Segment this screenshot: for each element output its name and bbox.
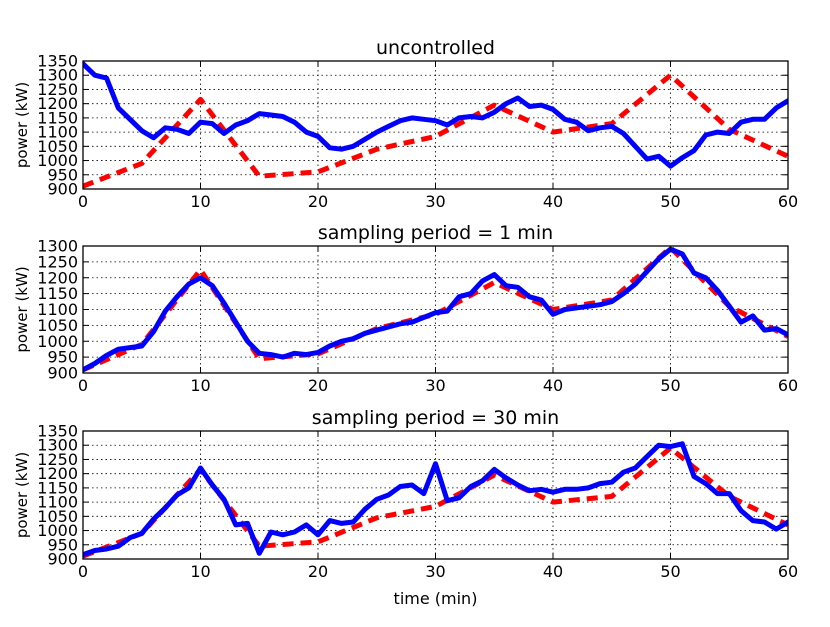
y-tick-label: 1100 bbox=[37, 123, 78, 142]
x-tick-label: 20 bbox=[308, 376, 328, 395]
y-axis-label: power (kW) bbox=[13, 82, 31, 168]
x-tick-label: 60 bbox=[778, 376, 798, 395]
x-tick-label: 0 bbox=[78, 376, 88, 395]
y-tick-label: 1200 bbox=[37, 94, 78, 113]
y-tick-label: 1200 bbox=[37, 464, 78, 483]
power-series-line bbox=[83, 61, 788, 169]
reference-series-line bbox=[83, 246, 788, 373]
chart-panel-1: 0 10 20 30 40 50 60900950100010501100115012001… bbox=[13, 37, 798, 211]
chart-title: uncontrolled bbox=[376, 37, 495, 59]
y-tick-label: 950 bbox=[47, 535, 78, 554]
y-axis-label: power (kW) bbox=[13, 266, 31, 352]
x-tick-label: 50 bbox=[660, 376, 680, 395]
y-tick-label: 950 bbox=[47, 348, 78, 367]
y-tick-label: 1050 bbox=[37, 137, 78, 156]
x-tick-label: 50 bbox=[660, 192, 680, 211]
reference-series-line bbox=[83, 72, 788, 189]
chart-panel-3: 0 10 20 30 40 50 60900950100010501100115012001… bbox=[13, 407, 798, 608]
y-tick-label: 1050 bbox=[37, 316, 78, 335]
chart-title: sampling period = 30 min bbox=[312, 407, 559, 429]
x-tick-label: 30 bbox=[425, 376, 445, 395]
x-tick-label: 40 bbox=[543, 192, 563, 211]
y-tick-label: 1250 bbox=[37, 252, 78, 271]
power-series-line bbox=[83, 441, 788, 558]
y-tick-label: 1300 bbox=[37, 436, 78, 455]
x-tick-label: 40 bbox=[543, 562, 563, 581]
y-tick-label: 1150 bbox=[37, 284, 78, 303]
x-tick-label: 10 bbox=[190, 376, 210, 395]
y-tick-label: 900 bbox=[47, 180, 78, 199]
y-tick-label: 1250 bbox=[37, 450, 78, 469]
y-tick-label: 1000 bbox=[37, 332, 78, 351]
x-tick-label: 30 bbox=[425, 562, 445, 581]
y-tick-label: 1050 bbox=[37, 507, 78, 526]
y-tick-label: 1000 bbox=[37, 151, 78, 170]
y-tick-label: 1350 bbox=[37, 52, 78, 71]
x-tick-label: 0 bbox=[78, 562, 88, 581]
x-tick-label: 20 bbox=[308, 562, 328, 581]
y-tick-label: 1000 bbox=[37, 521, 78, 540]
x-tick-label: 60 bbox=[778, 562, 798, 581]
x-tick-label: 60 bbox=[778, 192, 798, 211]
x-tick-label: 30 bbox=[425, 192, 445, 211]
x-axis-label: time (min) bbox=[394, 589, 478, 608]
y-tick-label: 1150 bbox=[37, 478, 78, 497]
x-tick-label: 40 bbox=[543, 376, 563, 395]
y-tick-label: 1100 bbox=[37, 493, 78, 512]
y-tick-label: 1350 bbox=[37, 422, 78, 441]
x-tick-label: 20 bbox=[308, 192, 328, 211]
x-tick-label: 50 bbox=[660, 562, 680, 581]
y-tick-label: 900 bbox=[47, 550, 78, 569]
y-tick-label: 1300 bbox=[37, 66, 78, 85]
y-tick-label: 1300 bbox=[37, 237, 78, 256]
chart-title: sampling period = 1 min bbox=[318, 222, 553, 244]
x-tick-label: 0 bbox=[78, 192, 88, 211]
y-tick-label: 1200 bbox=[37, 268, 78, 287]
x-tick-label: 10 bbox=[190, 192, 210, 211]
y-tick-label: 1150 bbox=[37, 108, 78, 127]
y-tick-label: 950 bbox=[47, 165, 78, 184]
y-tick-label: 1250 bbox=[37, 80, 78, 99]
chart-panel-2: 0 10 20 30 40 50 60900950100010501100115012001… bbox=[13, 222, 798, 395]
y-tick-label: 900 bbox=[47, 364, 78, 383]
y-tick-label: 1100 bbox=[37, 300, 78, 319]
y-axis-label: power (kW) bbox=[13, 452, 31, 538]
x-tick-label: 10 bbox=[190, 562, 210, 581]
